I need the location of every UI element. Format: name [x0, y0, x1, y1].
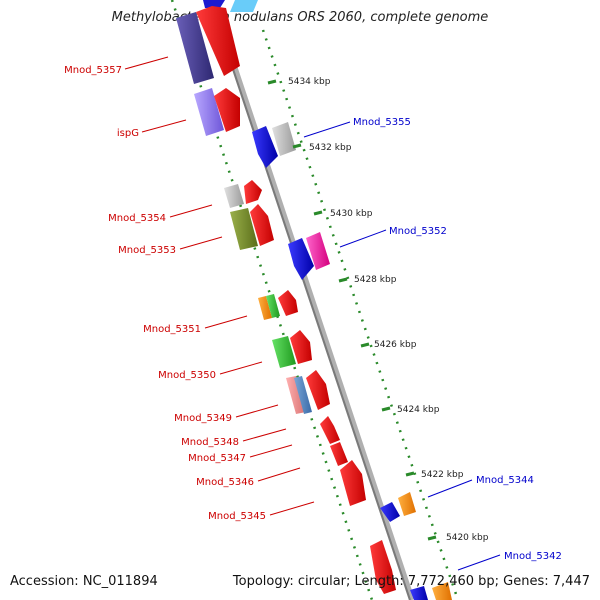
gene-mnod-5347[interactable] — [330, 442, 348, 466]
gene-label-mnod-5344[interactable]: Mnod_5344 — [476, 475, 534, 486]
gene-label-mnod-5353[interactable]: Mnod_5353 — [118, 245, 176, 256]
accession-text: Accession: NC_011894 — [10, 574, 158, 589]
gene-mnod-5357[interactable] — [176, 6, 240, 84]
gene-ispg[interactable] — [194, 88, 240, 136]
gene-mnod-5344[interactable] — [380, 492, 416, 522]
gene-label-ispg[interactable]: ispG — [117, 128, 139, 139]
gene-mnod-5342[interactable] — [410, 582, 452, 600]
scale-label: 5424 kbp — [397, 405, 440, 415]
scale-label: 5420 kbp — [446, 533, 489, 543]
gene-mnod-5349[interactable] — [286, 370, 330, 414]
gene-label-mnod-5355[interactable]: Mnod_5355 — [353, 117, 411, 128]
left-leader-lines — [124, 56, 315, 516]
genome-backbone — [209, 0, 415, 600]
gene-label-mnod-5351[interactable]: Mnod_5351 — [143, 324, 201, 335]
gene-mnod-5351[interactable] — [258, 290, 298, 320]
gene-label-mnod-5350[interactable]: Mnod_5350 — [158, 370, 216, 381]
gene-mnod-5345[interactable] — [370, 540, 396, 594]
gene-label-mnod-5345[interactable]: Mnod_5345 — [208, 511, 266, 522]
right-leader-lines — [303, 121, 501, 571]
scale-label: 5434 kbp — [288, 77, 331, 87]
scale-label: 5426 kbp — [374, 340, 417, 350]
gene-label-mnod-5357[interactable]: Mnod_5357 — [64, 65, 122, 76]
gene-label-mnod-5348[interactable]: Mnod_5348 — [181, 437, 239, 448]
gene-label-mnod-5354[interactable]: Mnod_5354 — [108, 213, 166, 224]
gene-label-mnod-5347[interactable]: Mnod_5347 — [188, 453, 246, 464]
gene-partial-blue — [203, 0, 225, 8]
gene-label-mnod-5346[interactable]: Mnod_5346 — [196, 477, 254, 488]
gene-mnod-5353[interactable] — [230, 204, 274, 250]
gene-mnod-5346[interactable] — [340, 460, 366, 506]
scale-label: 5432 kbp — [309, 143, 352, 153]
gene-mnod-5350[interactable] — [272, 330, 312, 368]
scale-label: 5422 kbp — [421, 470, 464, 480]
gene-mnod-5354[interactable] — [224, 180, 262, 208]
gene-mnod-5352[interactable] — [288, 232, 330, 280]
gene-label-mnod-5342[interactable]: Mnod_5342 — [504, 551, 562, 562]
scale-ticks — [267, 79, 437, 541]
topology-text: Topology: circular; Length: 7,772,460 bp… — [232, 574, 590, 589]
gene-label-mnod-5349[interactable]: Mnod_5349 — [174, 413, 232, 424]
gene-label-mnod-5352[interactable]: Mnod_5352 — [389, 226, 447, 237]
right-dotted-track — [261, 29, 460, 600]
gene-partial-cyan — [230, 0, 258, 12]
scale-label: 5430 kbp — [330, 209, 373, 219]
scale-label: 5428 kbp — [354, 275, 397, 285]
gene-mnod-5348[interactable] — [320, 416, 340, 444]
gene-mnod-5355[interactable] — [252, 122, 296, 168]
